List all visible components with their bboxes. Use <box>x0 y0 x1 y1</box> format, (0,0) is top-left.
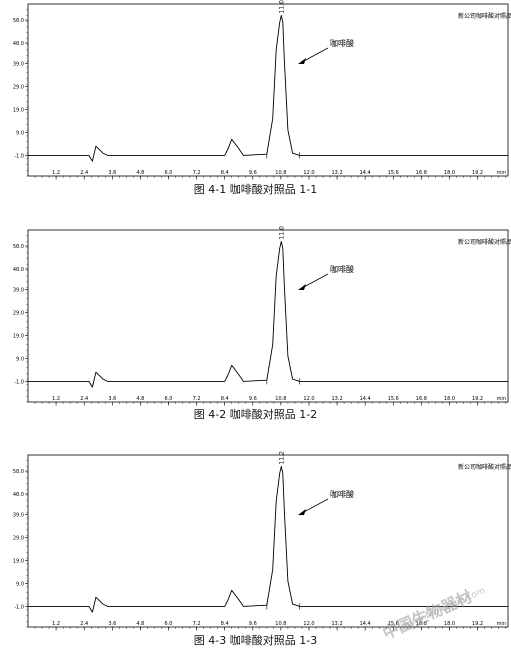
x-tick-label: 8.4 <box>221 170 229 176</box>
x-tick-label: 14.4 <box>360 396 371 402</box>
x-tick-label: 1.2 <box>52 170 60 176</box>
y-tick-label: 19.0 <box>13 558 24 564</box>
x-tick-label: 16.8 <box>416 621 427 627</box>
x-tick-label: 18.0 <box>444 170 455 176</box>
chromatogram-panel-1: -1.0 9.0 19.0 29.0 39.0 48.0 58.0 1.2 2.4 3.6 4.8 6… <box>0 0 511 215</box>
y-tick-label: 39.0 <box>13 62 24 68</box>
x-tick-label: 6.0 <box>165 396 173 402</box>
y-tick-label: -1.0 <box>14 379 24 385</box>
y-tick-label: 29.0 <box>13 311 24 317</box>
y-tick-label: 9.0 <box>16 356 24 362</box>
x-tick-label: 7.2 <box>193 170 201 176</box>
x-tick-label: 9.6 <box>249 170 257 176</box>
y-tick-label: 19.0 <box>13 107 24 113</box>
chromatogram-panel-3: -1.0 9.0 19.0 29.0 39.0 48.0 58.0 1.2 2.4 3.6 4.8 6… <box>0 451 511 651</box>
x-tick-label: 12.0 <box>303 170 314 176</box>
y-tick-label: 9.0 <box>16 581 24 587</box>
x-tick-label: 19.2 <box>472 396 483 402</box>
x-tick-label: 13.2 <box>332 170 343 176</box>
x-tick-label: 14.4 <box>360 621 371 627</box>
x-tick-label: 3.6 <box>108 621 116 627</box>
x-tick-label: 4.8 <box>136 170 144 176</box>
x-tick-label: 4.8 <box>136 621 144 627</box>
x-tick-label: 18.0 <box>444 396 455 402</box>
annotation-arrow <box>301 273 329 289</box>
x-tick-label: 1.2 <box>52 396 60 402</box>
x-tick-label: 18.0 <box>444 621 455 627</box>
chromatogram-panel-2: -1.0 9.0 19.0 29.0 39.0 48.0 58.0 1.2 2.4 3.6 4.8 6… <box>0 226 511 441</box>
chromatogram-1: -1.0 9.0 19.0 29.0 39.0 48.0 58.0 1.2 2.4 3.6 4.8 6… <box>13 0 511 180</box>
y-tick-label: 58.0 <box>13 469 24 475</box>
peak-annotation-label: 咖啡酸 <box>330 38 354 48</box>
x-tick-label: 19.2 <box>472 621 483 627</box>
x-tick-label: 13.2 <box>332 621 343 627</box>
x-tick-label: 15.6 <box>388 170 399 176</box>
x-tick-label: 2.4 <box>80 170 88 176</box>
x-unit-label: min <box>497 621 506 627</box>
annotation-arrowhead <box>298 509 306 515</box>
x-tick-label: 16.8 <box>416 170 427 176</box>
annotation-arrow <box>301 47 329 63</box>
x-tick-label: 8.4 <box>221 396 229 402</box>
x-tick-label: 3.6 <box>108 170 116 176</box>
x-tick-label: 14.4 <box>360 170 371 176</box>
peak-annotation-label: 咖啡酸 <box>330 264 354 274</box>
x-tick-label: 7.2 <box>193 621 201 627</box>
x-tick-label: 16.8 <box>416 396 427 402</box>
y-tick-label: 9.0 <box>16 130 24 136</box>
x-tick-label: 12.0 <box>303 621 314 627</box>
annotation-arrowhead <box>298 284 306 290</box>
x-tick-label: 6.0 <box>165 621 173 627</box>
x-tick-label: 10.8 <box>275 621 286 627</box>
y-tick-label: 29.0 <box>13 85 24 91</box>
peak-annotation-label: 咖啡酸 <box>330 489 354 499</box>
x-tick-label: 7.2 <box>193 396 201 402</box>
annotation-arrowhead <box>298 58 306 64</box>
figure-caption: 图 4-1 咖啡酸对照品 1-1 <box>193 183 318 196</box>
x-tick-label: 10.8 <box>275 170 286 176</box>
x-tick-label: 2.4 <box>80 396 88 402</box>
x-tick-label: 8.4 <box>221 621 229 627</box>
x-tick-label: 6.0 <box>165 170 173 176</box>
x-tick-label: 2.4 <box>80 621 88 627</box>
x-tick-label: 3.6 <box>108 396 116 402</box>
peak-retention-label: 11.01 <box>278 0 285 13</box>
figure-caption: 图 4-2 咖啡酸对照品 1-2 <box>193 408 318 421</box>
x-unit-label: min <box>497 170 506 176</box>
x-tick-label: 19.2 <box>472 170 483 176</box>
chromatogram-2: -1.0 9.0 19.0 29.0 39.0 48.0 58.0 1.2 2.4 3.6 4.8 6… <box>13 226 511 406</box>
sample-corner-label: 新公司咖啡酸对照品 <box>458 463 511 471</box>
y-tick-label: 48.0 <box>13 492 24 498</box>
chromatogram-trace <box>28 241 508 388</box>
peak-retention-label: 11.08 <box>278 226 285 239</box>
y-tick-label: 48.0 <box>13 41 24 47</box>
annotation-arrow <box>301 498 329 514</box>
x-tick-label: 15.6 <box>388 621 399 627</box>
y-tick-label: -1.0 <box>14 604 24 610</box>
x-tick-label: 9.6 <box>249 621 257 627</box>
chromatogram-3: -1.0 9.0 19.0 29.0 39.0 48.0 58.0 1.2 2.4 3.6 4.8 6… <box>13 451 511 631</box>
y-tick-label: 29.0 <box>13 536 24 542</box>
x-tick-label: 1.2 <box>52 621 60 627</box>
y-tick-label: 58.0 <box>13 18 24 24</box>
peak-retention-label: 11.22 <box>278 451 285 464</box>
x-tick-label: 10.8 <box>275 396 286 402</box>
y-tick-label: 39.0 <box>13 513 24 519</box>
y-tick-label: 39.0 <box>13 288 24 294</box>
y-tick-label: 19.0 <box>13 333 24 339</box>
y-tick-label: -1.0 <box>14 153 24 159</box>
x-tick-label: 9.6 <box>249 396 257 402</box>
x-tick-label: 15.6 <box>388 396 399 402</box>
figure-caption: 图 4-3 咖啡酸对照品 1-3 <box>193 634 318 647</box>
x-tick-label: 13.2 <box>332 396 343 402</box>
x-tick-label: 4.8 <box>136 396 144 402</box>
chromatogram-trace <box>28 15 508 162</box>
chromatogram-trace <box>28 466 508 613</box>
sample-corner-label: 新公司咖啡酸对照品 <box>458 12 511 20</box>
x-unit-label: min <box>497 396 506 402</box>
x-tick-label: 12.0 <box>303 396 314 402</box>
y-tick-label: 48.0 <box>13 267 24 273</box>
sample-corner-label: 新公司咖啡酸对照品 <box>458 238 511 246</box>
y-tick-label: 58.0 <box>13 244 24 250</box>
